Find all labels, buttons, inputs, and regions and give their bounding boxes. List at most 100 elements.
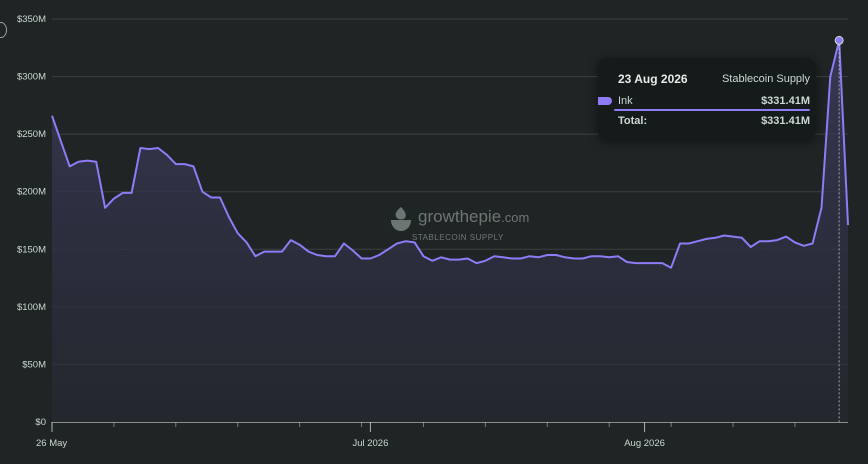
data-point: [420, 253, 426, 259]
data-point: [500, 254, 506, 260]
data-point: [818, 205, 824, 211]
y-tick-label: $250M: [17, 129, 46, 140]
tooltip-date: 23 Aug 2026: [618, 72, 688, 86]
data-point: [650, 260, 656, 266]
data-point: [137, 145, 143, 151]
data-point: [208, 194, 214, 200]
data-point: [270, 249, 276, 255]
data-point: [456, 257, 462, 263]
data-point: [774, 237, 780, 243]
data-point: [49, 113, 55, 119]
data-point: [447, 257, 453, 263]
data-point: [642, 260, 648, 266]
data-point: [810, 241, 816, 247]
data-point: [129, 190, 135, 196]
y-tick-label: $200M: [17, 187, 46, 198]
data-point: [535, 254, 541, 260]
data-point: [182, 161, 188, 167]
data-point: [394, 241, 400, 247]
data-point: [191, 163, 197, 169]
data-point: [509, 255, 515, 261]
data-point: [341, 241, 347, 247]
data-point: [367, 255, 373, 261]
x-tick-label: Aug 2026: [624, 438, 665, 449]
data-point: [376, 252, 382, 258]
series-ink[interactable]: [49, 35, 851, 423]
data-point: [668, 265, 674, 271]
data-point: [801, 243, 807, 249]
y-tick-label: $350M: [17, 14, 46, 25]
data-point: [677, 241, 683, 247]
watermark-brand: growthepie.com: [418, 207, 530, 226]
data-point: [199, 189, 205, 195]
data-point: [571, 255, 577, 261]
data-point: [146, 146, 152, 152]
tooltip-series-swatch: [598, 97, 612, 105]
data-point: [120, 190, 126, 196]
data-point: [465, 255, 471, 261]
data-point: [385, 246, 391, 252]
data-point: [279, 249, 285, 255]
data-point: [721, 232, 727, 238]
data-point: [712, 235, 718, 241]
tooltip-series-value: $331.41M: [761, 95, 810, 107]
data-point: [589, 253, 595, 259]
data-point: [562, 254, 568, 260]
data-point: [305, 249, 311, 255]
data-point: [93, 159, 99, 165]
data-point: [615, 253, 621, 259]
data-point: [359, 255, 365, 261]
data-point: [580, 255, 586, 261]
data-point: [58, 138, 64, 144]
watermark-subtitle: STABLECOIN SUPPLY: [412, 233, 504, 242]
data-point: [597, 253, 603, 259]
data-point: [606, 254, 612, 260]
data-point: [703, 236, 709, 242]
data-point: [350, 247, 356, 253]
data-point: [482, 258, 488, 264]
data-point: [102, 205, 108, 211]
data-point: [792, 239, 798, 245]
data-point: [730, 234, 736, 240]
tooltip-series-bar: [614, 109, 810, 111]
data-point: [633, 260, 639, 266]
data-point: [527, 253, 533, 259]
data-point: [765, 238, 771, 244]
data-point: [553, 252, 559, 258]
data-point: [288, 237, 294, 243]
data-point: [757, 238, 763, 244]
highlight-point: [834, 35, 844, 45]
y-tick-label: $50M: [22, 359, 46, 370]
data-point: [845, 222, 851, 228]
data-point: [783, 234, 789, 240]
series-area-ink: [52, 40, 848, 423]
data-point: [252, 253, 258, 259]
data-point: [624, 259, 630, 265]
data-point: [332, 253, 338, 259]
data-point: [827, 74, 833, 80]
tooltip-total-value: $331.41M: [761, 115, 810, 127]
tooltip-total-label: Total:: [618, 115, 648, 127]
y-tick-label: $100M: [17, 302, 46, 313]
data-point: [111, 196, 117, 202]
data-point: [323, 253, 329, 259]
data-point: [244, 239, 250, 245]
growthepie-logo-icon: [391, 207, 411, 231]
data-point: [429, 258, 435, 264]
data-point: [297, 242, 303, 248]
data-point: [67, 163, 73, 169]
tooltip: 23 Aug 2026 Stablecoin Supply Ink $331.4…: [598, 58, 816, 140]
data-point: [474, 260, 480, 266]
series-line-ink: [51, 39, 849, 269]
y-tick-label: $0: [35, 417, 46, 428]
y-tick-label: $150M: [17, 244, 46, 255]
data-point: [261, 249, 267, 255]
x-tick-label: 26 May: [36, 438, 67, 449]
data-point: [659, 260, 665, 266]
data-point: [164, 152, 170, 158]
data-point: [173, 161, 179, 167]
data-point: [748, 244, 754, 250]
data-point: [84, 158, 90, 164]
data-point: [314, 252, 320, 258]
